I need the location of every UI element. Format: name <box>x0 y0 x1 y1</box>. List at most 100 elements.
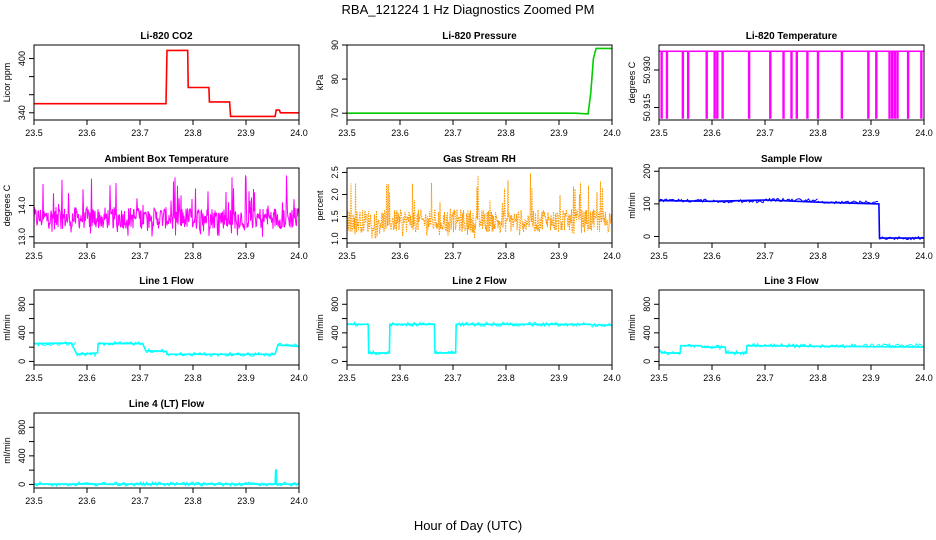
series-noise <box>711 199 765 204</box>
x-tick-label: 23.5 <box>650 251 668 261</box>
panel-title: Li-820 Temperature <box>746 31 838 42</box>
x-tick-label: 23.5 <box>25 251 43 261</box>
y-tick-label: 0 <box>17 359 27 364</box>
x-tick-label: 24.0 <box>603 251 621 261</box>
series-noise <box>591 322 612 328</box>
x-tick-label: 23.9 <box>550 373 568 383</box>
y-tick-label: 80 <box>330 74 340 84</box>
x-tick-label: 23.6 <box>391 373 409 383</box>
x-tick-label: 23.8 <box>497 128 515 138</box>
y-axis-label: ml/min <box>627 314 637 341</box>
x-tick-label: 24.0 <box>603 128 621 138</box>
y-axis-label: ml/min <box>2 437 12 464</box>
x-tick-label: 24.0 <box>290 128 308 138</box>
x-tick-label: 24.0 <box>603 373 621 383</box>
series-line <box>346 173 613 239</box>
panel: Li-820 CO2 Licor ppm 23.5 23.6 23.7 23.8 23.9 2… <box>2 31 308 138</box>
series-noise <box>276 481 299 487</box>
series-dip <box>681 51 685 119</box>
panel: Line 1 Flow ml/min 23.5 23.6 23.7 23.8 23.9 24.… <box>2 276 308 383</box>
plot-frame <box>346 167 613 244</box>
x-tick-label: 23.7 <box>131 128 149 138</box>
x-tick-label: 23.6 <box>78 128 96 138</box>
panel-title: Ambient Box Temperature <box>104 154 229 165</box>
series-line <box>34 469 299 485</box>
series-noise <box>725 349 746 356</box>
series <box>658 342 925 356</box>
y-tick-label: 340 <box>17 105 27 120</box>
panel: Gas Stream RH percent 23.5 23.6 23.7 23.8 23.9… <box>315 154 621 261</box>
x-tick-label: 23.9 <box>862 251 880 261</box>
x-tick-label: 23.5 <box>25 373 43 383</box>
series-line <box>34 49 299 118</box>
series-dip <box>888 51 891 119</box>
x-tick-label: 23.6 <box>78 373 96 383</box>
panel: Li-820 Pressure kPa 23.5 23.6 23.7 23.8 23.9 24… <box>315 31 621 138</box>
series <box>347 47 612 115</box>
x-tick-label: 23.8 <box>809 251 827 261</box>
x-tick-label: 23.9 <box>237 251 255 261</box>
series-dip <box>769 51 772 119</box>
series <box>33 469 299 488</box>
series-dip <box>790 51 793 119</box>
x-tick-label: 23.7 <box>131 251 149 261</box>
series-noise <box>97 340 142 347</box>
x-tick-label: 23.6 <box>391 128 409 138</box>
plot-frame <box>33 44 300 121</box>
series-dip <box>891 51 894 119</box>
y-tick-label: 2.0 <box>330 188 340 201</box>
x-tick-label: 24.0 <box>915 373 933 383</box>
series-noise <box>746 342 925 349</box>
panel-title: Li-820 CO2 <box>140 31 193 42</box>
x-tick-label: 23.5 <box>338 251 356 261</box>
x-tick-label: 24.0 <box>290 251 308 261</box>
x-tick-label: 23.8 <box>809 128 827 138</box>
series-noise <box>817 200 878 205</box>
series <box>659 50 924 119</box>
series <box>34 49 299 118</box>
series-noise <box>764 197 818 203</box>
figure-xlabel: Hour of Day (UTC) <box>414 518 522 533</box>
y-axis-label: percent <box>315 190 325 221</box>
series <box>346 173 613 239</box>
panel-title: Line 1 Flow <box>139 276 194 287</box>
x-tick-label: 23.7 <box>756 373 774 383</box>
series-noise <box>661 350 681 356</box>
series-line <box>658 199 924 239</box>
y-axis-label: ml/min <box>2 314 12 341</box>
x-tick-label: 23.6 <box>78 496 96 506</box>
x-tick-label: 23.7 <box>756 128 774 138</box>
series-noise <box>389 321 434 328</box>
panel-title: Line 3 Flow <box>764 276 819 287</box>
y-tick-label: 1.5 <box>330 210 340 223</box>
panel-title: Gas Stream RH <box>443 154 516 165</box>
y-tick-label: 14.0 <box>17 197 27 215</box>
series-noise <box>658 198 712 203</box>
series-dip <box>716 51 719 119</box>
x-tick-label: 23.5 <box>338 128 356 138</box>
panel: Sample Flow ml/min 23.5 23.6 23.7 23.8 23.9 24.… <box>627 154 933 261</box>
series-dip <box>713 51 716 119</box>
series-noise <box>166 351 276 357</box>
series-dip <box>875 51 878 119</box>
panel: Line 2 Flow ml/min 23.5 23.6 23.7 23.8 23.9 24.… <box>315 276 621 383</box>
series-dip <box>747 51 751 119</box>
series <box>346 321 612 356</box>
y-tick-label: 400 <box>642 325 652 340</box>
x-tick-label: 23.8 <box>184 373 202 383</box>
y-tick-label: 0 <box>642 359 652 364</box>
x-tick-label: 23.5 <box>338 373 356 383</box>
x-tick-label: 24.0 <box>290 373 308 383</box>
panel-title: Line 4 (LT) Flow <box>129 399 205 410</box>
y-tick-label: 90 <box>330 40 340 50</box>
x-tick-label: 23.8 <box>184 496 202 506</box>
x-tick-label: 23.7 <box>131 496 149 506</box>
plot-frame <box>658 44 925 121</box>
series-dip <box>660 51 663 119</box>
x-tick-label: 23.9 <box>550 128 568 138</box>
series <box>33 175 300 237</box>
series-dip <box>705 51 708 119</box>
y-tick-label: 0 <box>330 359 340 364</box>
x-tick-label: 23.6 <box>703 128 721 138</box>
series-noise <box>368 349 389 356</box>
